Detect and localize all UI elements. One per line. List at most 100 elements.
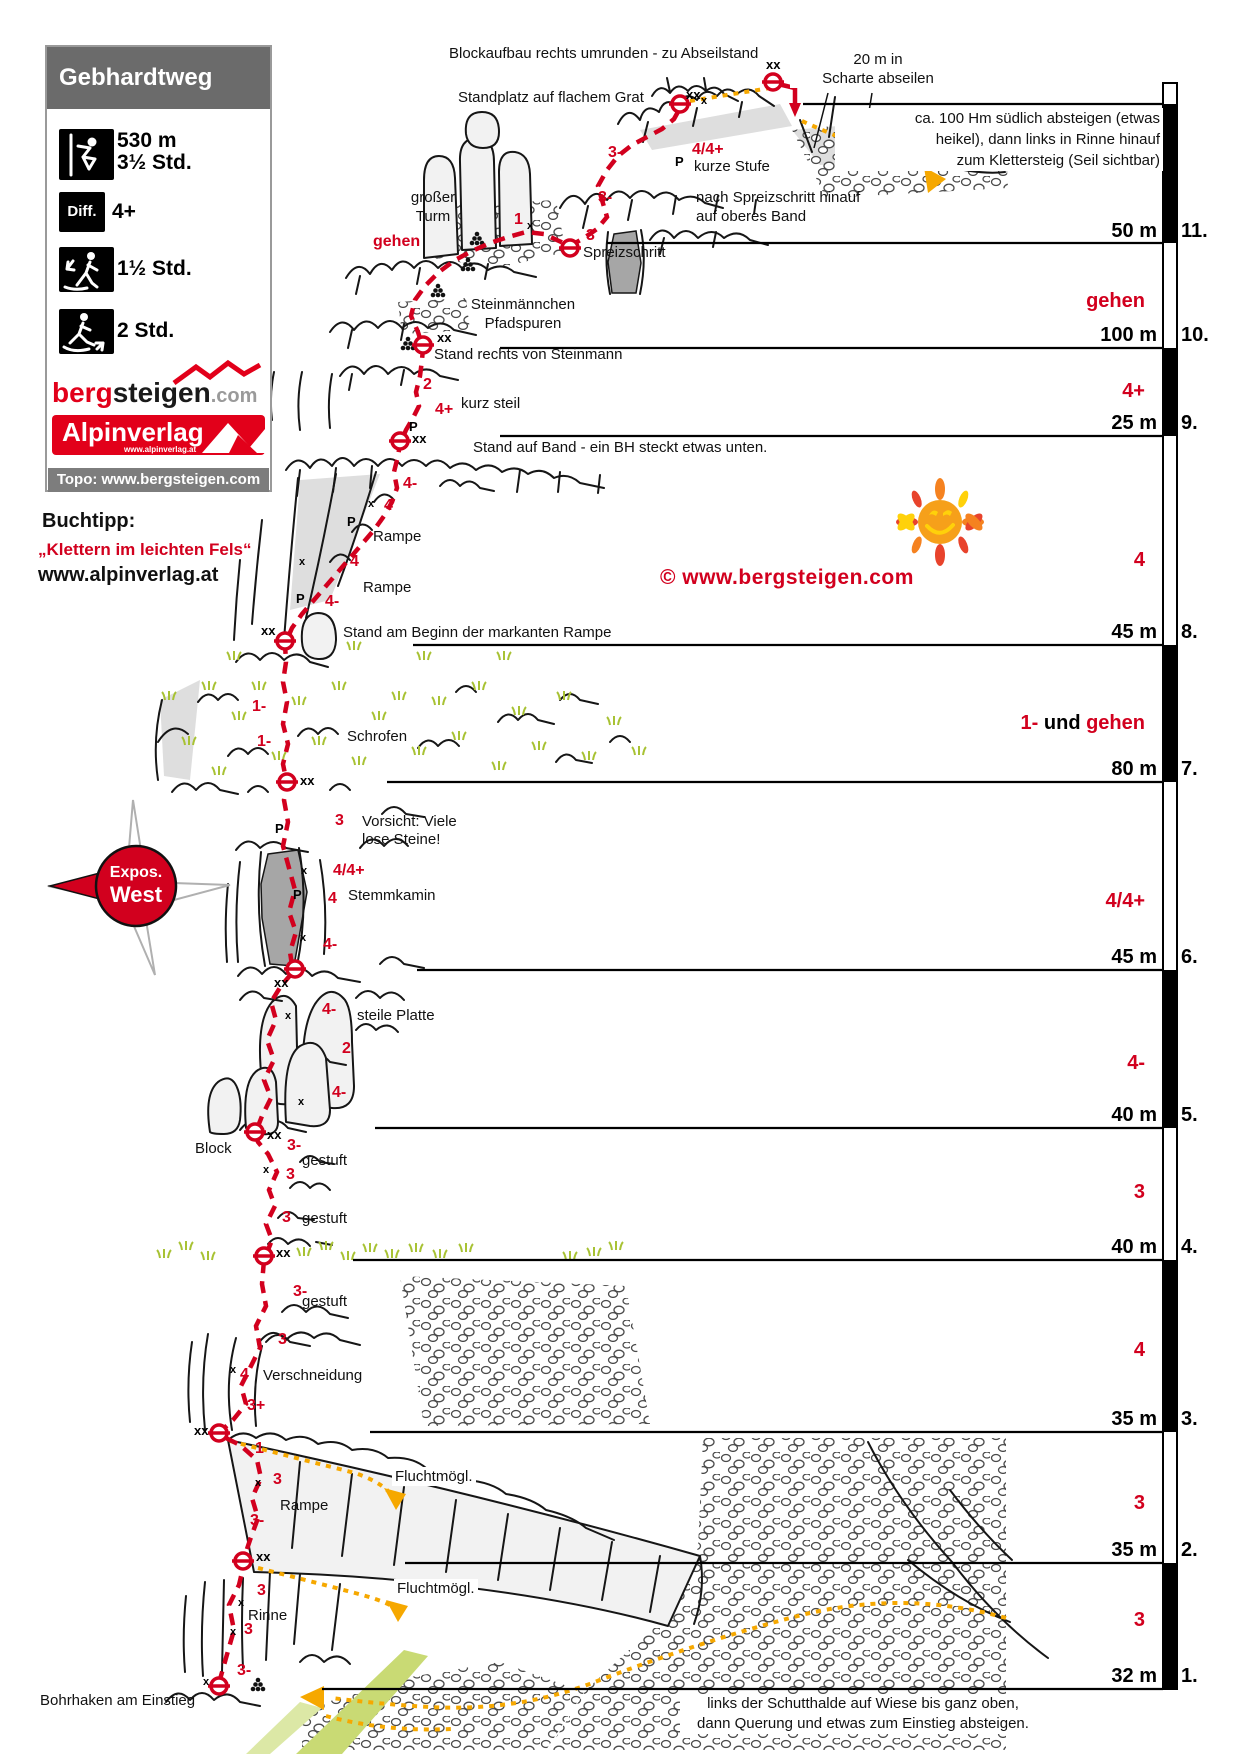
pitch-number: 3.	[1181, 1408, 1198, 1430]
pitch-grade: 4/4+	[1105, 890, 1145, 912]
descent-time: 2 Std.	[117, 319, 175, 342]
pitch-number: 10.	[1181, 324, 1209, 346]
grade-label: 4-	[403, 475, 418, 492]
pitch-grade: 3	[1133, 1492, 1145, 1514]
grade-label: 4-	[322, 1001, 337, 1018]
bolt-mark: x	[263, 1164, 270, 1176]
approach-hiker-icon	[59, 247, 114, 292]
piton-mark: P	[675, 154, 684, 169]
pitch-number: 6.	[1181, 946, 1198, 968]
note-steile-platte: steile Platte	[357, 1007, 435, 1024]
grade-label: 4/4+	[333, 862, 365, 879]
grade-label: 3	[273, 1471, 282, 1488]
note-stand-steinmann: Stand rechts von Steinmann	[434, 346, 623, 363]
note-rampe: Rampe	[373, 528, 422, 545]
bergsteigen-logo: bergsteigen.com	[52, 359, 262, 409]
grade-label: 3-	[250, 1512, 265, 1529]
grade-label: 4+	[435, 401, 454, 418]
grade-label: 4-	[325, 593, 340, 610]
note-rampe: Rampe	[363, 579, 412, 596]
note-stand-band: Stand auf Band - ein BH steckt etwas unt…	[473, 439, 768, 456]
pitch-number: 2.	[1181, 1539, 1198, 1561]
grade-label: 3-	[598, 189, 613, 206]
grade-label: 4	[350, 553, 359, 570]
stand-mark: xx	[194, 1423, 209, 1438]
alpinverlag-logo: Alpinverlag www.alpinverlag.at	[52, 415, 265, 455]
pitch-number: 1.	[1181, 1665, 1198, 1687]
pitch-length: 40 m	[1111, 1236, 1157, 1258]
rock-outlines	[154, 77, 1049, 1707]
bolt-mark: x	[300, 932, 307, 944]
pitch-grade: 4-	[1127, 1052, 1145, 1074]
note-standplatz: Standplatz auf flachem Grat	[458, 89, 644, 106]
climb-time: 3½ Std.	[117, 151, 192, 174]
alpinverlag-name: Alpinverlag	[62, 417, 204, 447]
pitch-length: 35 m	[1111, 1539, 1157, 1561]
grade-label: 4	[328, 890, 337, 907]
grade-label: gehen	[373, 233, 421, 250]
grade-label: 3-	[608, 144, 623, 161]
route-title: Gebhardtweg	[59, 64, 213, 91]
note-block: Block	[195, 1140, 232, 1157]
pitch-grade: 3	[1133, 1609, 1145, 1631]
pitch-grade: 4	[1133, 1339, 1145, 1361]
copyright-watermark: © www.bergsteigen.com	[660, 566, 914, 589]
grade-label: 4	[240, 1366, 249, 1383]
compass-rose	[47, 799, 231, 976]
pitch-grade: 3	[1133, 1181, 1145, 1203]
route-info-box: Gebhardtweg 530 m 3½ Std. Diff. 4+ 1½ St…	[45, 45, 272, 492]
pitch-length: 25 m	[1111, 412, 1157, 434]
pitch-number: 8.	[1181, 621, 1198, 643]
pitch-boundary-lines	[322, 102, 1163, 1691]
approach-time: 1½ Std.	[117, 257, 192, 280]
pitch-grade: 4+	[1122, 380, 1145, 402]
grade-label: 4	[384, 497, 393, 514]
stand-mark: xx	[300, 773, 315, 788]
pitch-length: 45 m	[1111, 946, 1157, 968]
stand-mark: xx	[437, 330, 452, 345]
note-turm: großer Turm	[410, 189, 456, 225]
compass-direction-label: West	[109, 882, 163, 907]
note-gestuft: gestuft	[302, 1152, 348, 1169]
pitch-length: 45 m	[1111, 621, 1157, 643]
alpinverlag-url: www.alpinverlag.at	[124, 445, 197, 454]
belay-station-icons	[208, 72, 784, 1696]
piton-mark: P	[347, 514, 356, 529]
note-verschneidung: Verschneidung	[263, 1367, 363, 1384]
pitch-grade: 4	[1133, 549, 1145, 571]
grade-label: 4-	[323, 936, 338, 953]
note-steinmaennchen: Steinmännchen Pfadspuren	[470, 296, 576, 332]
bolt-mark: x	[285, 1010, 292, 1022]
note-kurze-stufe: kurze Stufe	[694, 158, 770, 175]
grade-label: 3	[244, 1621, 253, 1638]
pitch-length: 50 m	[1111, 220, 1157, 242]
note-gestuft: gestuft	[302, 1210, 348, 1227]
note-blockaufbau: Blockaufbau rechts umrunden - zu Abseils…	[449, 45, 759, 62]
stand-mark: xx	[766, 57, 781, 72]
rappel-arrow-icon	[789, 103, 801, 117]
bolt-mark: x	[368, 498, 375, 510]
topo-credit: Topo: www.bergsteigen.com	[48, 468, 269, 492]
grade-label: 3-	[293, 1283, 308, 1300]
note-approach: links der Schutthalde auf Wiese bis ganz…	[680, 1694, 1046, 1734]
piton-mark: P	[275, 821, 284, 836]
grade-label: 3-	[287, 1137, 302, 1154]
bolt-mark: x	[299, 556, 306, 568]
grade-label: 3	[257, 1582, 266, 1599]
grade-label: 3+	[247, 1397, 266, 1414]
note-spreizschritt: Spreizschritt	[583, 244, 666, 261]
stand-mark: xx	[274, 975, 289, 990]
note-spreiz: nach Spreizschritt hinauf auf oberes Ban…	[696, 189, 861, 225]
grade-label: 3	[335, 812, 344, 829]
note-kurz-steil: kurz steil	[461, 395, 521, 412]
piton-mark: P	[409, 419, 418, 434]
descent-hiker-icon	[59, 309, 114, 354]
pitch-number: 11.	[1181, 220, 1208, 242]
note-fluchtmoegl: Fluchtmögl.	[392, 1467, 476, 1486]
stand-mark: xx	[267, 1127, 282, 1142]
route-title-bar: Gebhardtweg	[47, 47, 270, 109]
bolt-mark: x	[230, 1364, 237, 1376]
pitch-length: 80 m	[1111, 758, 1157, 780]
piton-mark: P	[293, 887, 302, 902]
